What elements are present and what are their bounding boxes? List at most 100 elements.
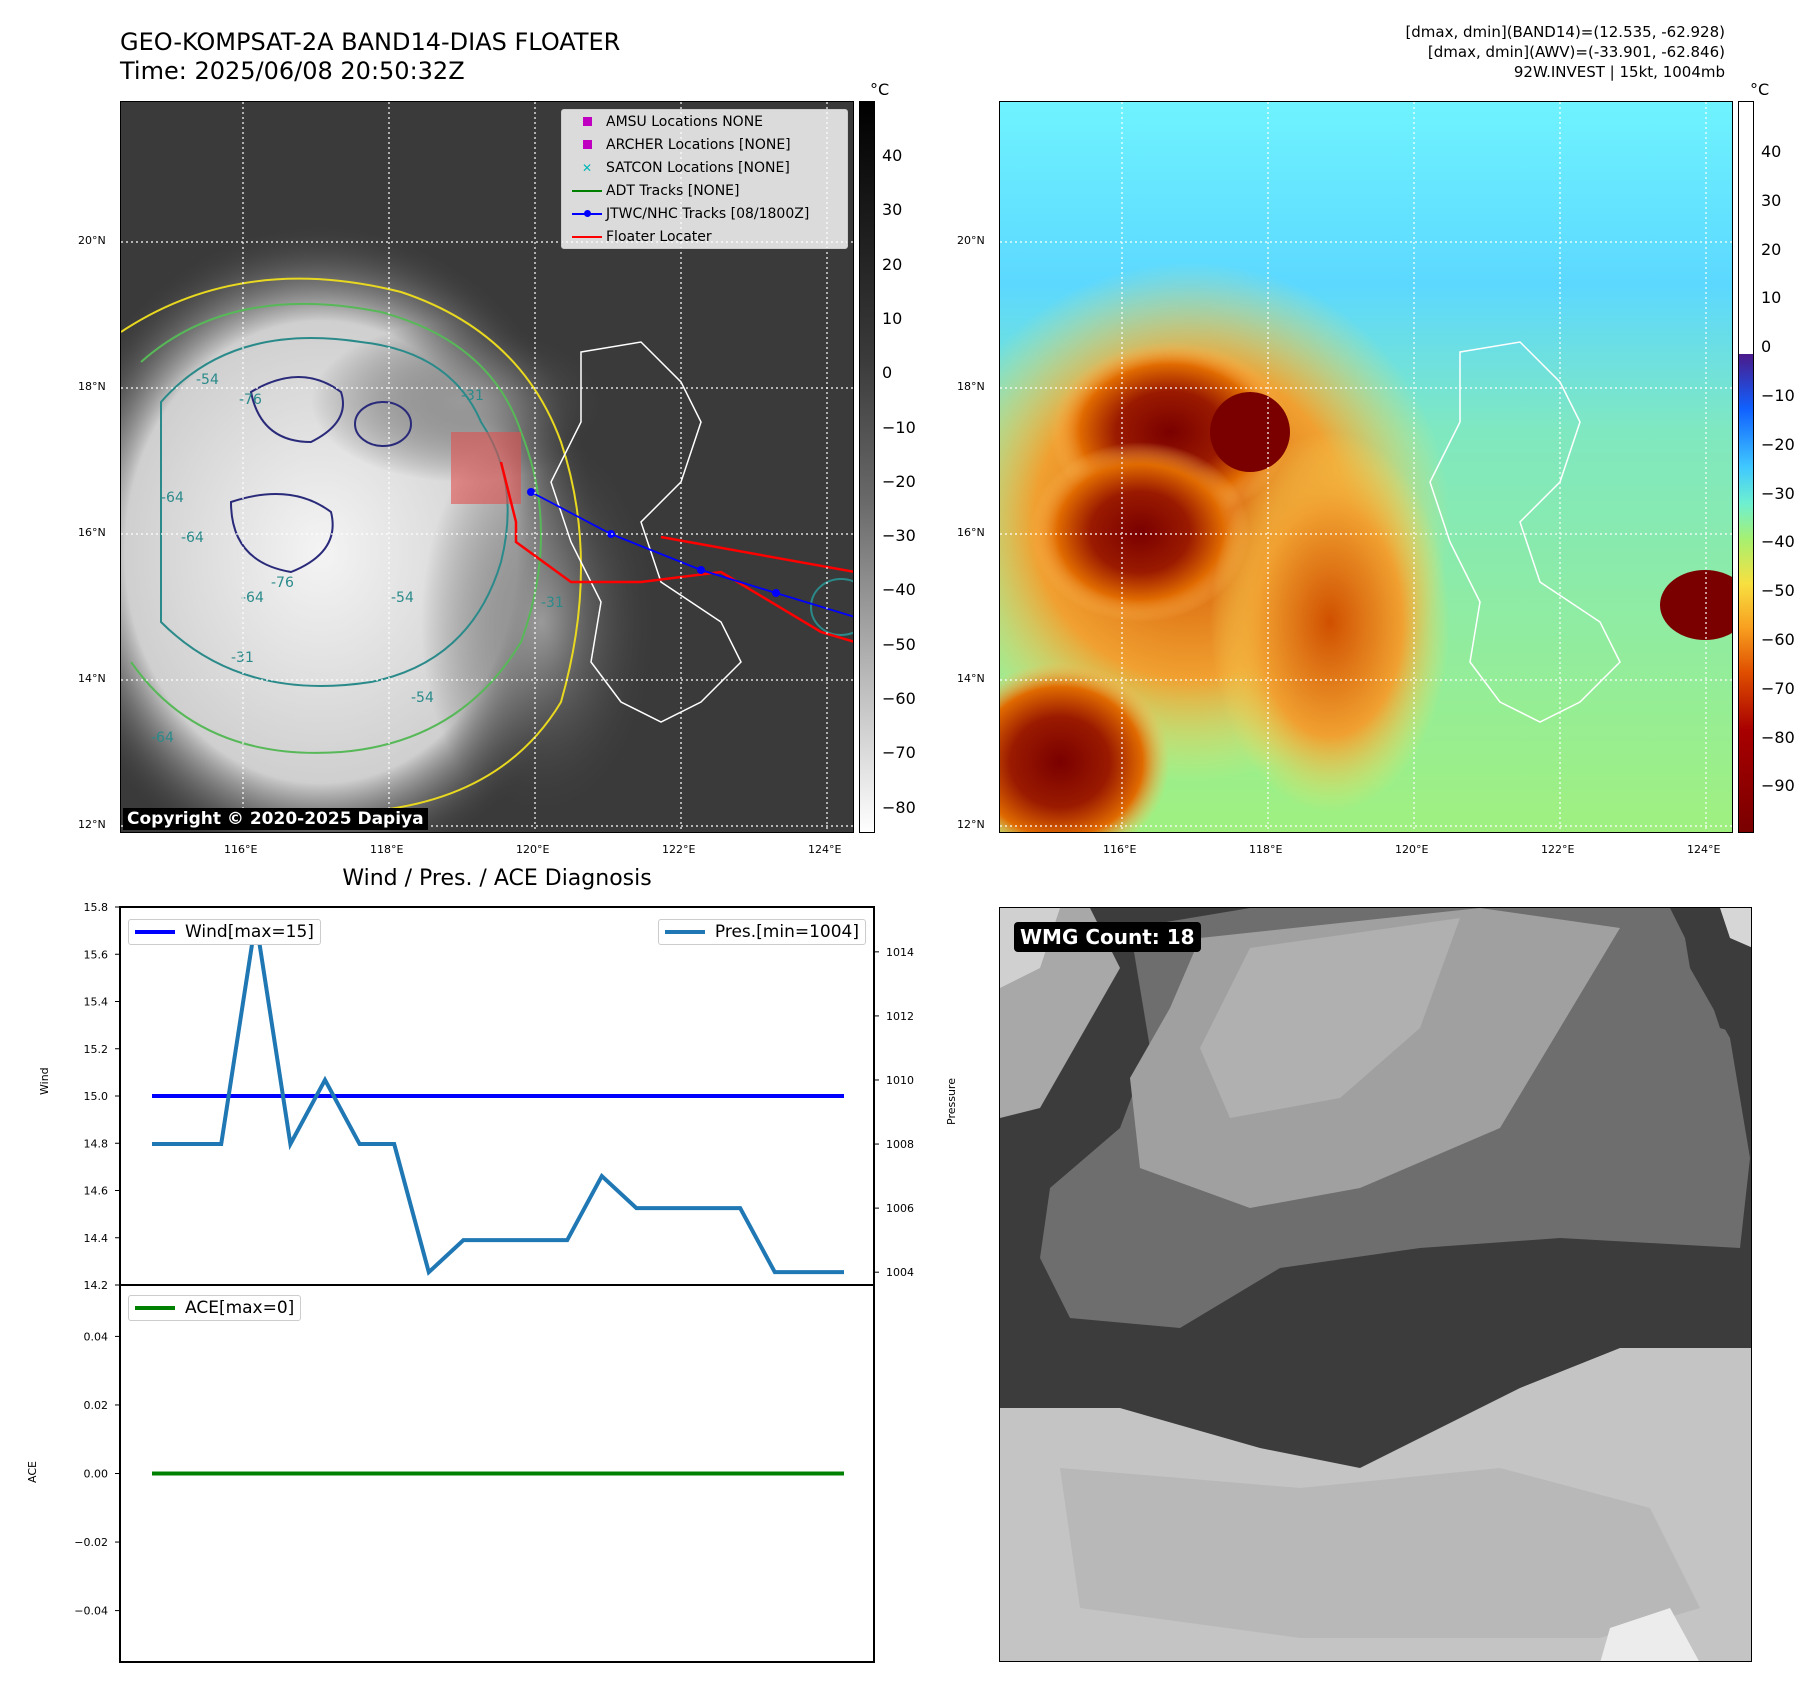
colorbar-tick-label: −60 <box>882 689 916 708</box>
line-marker-icon <box>572 189 602 192</box>
copyright: Copyright © 2020-2025 Dapiya <box>123 808 428 830</box>
lat-label: 12°N <box>78 818 106 831</box>
lon-label: 120°E <box>1395 843 1429 856</box>
contour-label: -31 <box>461 388 484 404</box>
colorbar-tick-label: 10 <box>1761 288 1782 308</box>
info-awv: [dmax, dmin](AWV)=(-33.901, -62.846) <box>1427 43 1725 61</box>
lat-label: 20°N <box>78 234 106 247</box>
ace-ytick-label: −0.04 <box>74 1605 108 1618</box>
lat-label: 18°N <box>957 380 985 393</box>
lon-label: 116°E <box>1103 843 1137 856</box>
ace-ytick-label: 0.02 <box>84 1399 109 1412</box>
contour-label: -76 <box>271 575 294 591</box>
lon-label: 124°E <box>808 843 842 856</box>
lat-label: 14°N <box>957 672 985 685</box>
pressure-ytick-label: 1010 <box>886 1074 914 1087</box>
ace-ytick-label: 0.04 <box>84 1330 109 1343</box>
colorbar-tick-label: −20 <box>882 471 916 491</box>
pressure-ytick-label: 1008 <box>886 1138 914 1151</box>
pressure-ytick-label: 1012 <box>886 1010 914 1023</box>
lon-label: 124°E <box>1687 843 1721 856</box>
colorbar-tick-label: −10 <box>882 417 916 437</box>
colorbar-tick-label: −50 <box>882 634 916 654</box>
legend-satcon: ✕ SATCON Locations [NONE] <box>562 156 847 179</box>
wmg-count-badge: WMG Count: 18 <box>1014 922 1201 952</box>
awv-image-panel <box>999 101 1733 833</box>
lon-label: 116°E <box>224 843 258 856</box>
colorbar-tick-label: 0 <box>882 363 893 383</box>
colorbar-tick-label: −30 <box>1761 483 1795 503</box>
colorbar-tick-label: −80 <box>1761 727 1795 747</box>
wind-ytick-label: 15.0 <box>84 1090 109 1103</box>
wind-legend: Wind[max=15] <box>128 919 321 945</box>
colorbar-tick-label: 40 <box>882 146 903 165</box>
contour-label: -54 <box>196 372 219 388</box>
wind-ytick-label: 15.8 <box>84 901 109 914</box>
wind-line-icon <box>135 930 175 934</box>
contour-labels: -54 -76 -64 -31 -64 -76 -54 -64 -31 -64 … <box>151 372 564 746</box>
colorbar-tick-label: −50 <box>1761 581 1795 601</box>
awv-colorbar <box>1738 101 1754 833</box>
figure-time: Time: 2025/06/08 20:50:32Z <box>120 57 465 85</box>
lon-label: 122°E <box>1541 843 1575 856</box>
lat-label: 12°N <box>957 818 985 831</box>
lon-label: 118°E <box>370 843 404 856</box>
colorbar-tick-label: 30 <box>1761 190 1782 210</box>
wind-ylabel: Wind <box>38 1067 51 1095</box>
legend-archer: ARCHER Locations [NONE] <box>562 133 847 156</box>
wind-ytick-label: 14.4 <box>84 1232 109 1245</box>
wmg-panel: WMG Count: 18 <box>999 907 1752 1662</box>
contour-label: -64 <box>151 730 174 746</box>
lat-label: 16°N <box>957 526 985 539</box>
colorbar-tick-label: −20 <box>1761 434 1795 454</box>
colorbar-tick-label: 30 <box>882 200 903 220</box>
pressure-ylabel: Pressure <box>945 1078 958 1125</box>
info-band14: [dmax, dmin](BAND14)=(12.535, -62.928) <box>1405 23 1725 41</box>
wind-ytick-label: 14.6 <box>84 1185 109 1198</box>
square-marker-icon <box>582 117 592 126</box>
wind-ytick-label: 15.6 <box>84 948 109 961</box>
wind-ytick-label: 15.2 <box>84 1043 109 1056</box>
ace-ytick-label: −0.02 <box>74 1536 108 1549</box>
figure-title: GEO-KOMPSAT-2A BAND14-DIAS FLOATER <box>120 28 621 56</box>
colorbar-tick-label: −80 <box>882 797 916 817</box>
contour-label: -31 <box>541 595 564 611</box>
ace-ytick-label: 0.00 <box>84 1468 109 1481</box>
pressure-ytick-label: 1004 <box>886 1266 914 1279</box>
pressure-ytick-label: 1014 <box>886 946 914 959</box>
square-marker-icon <box>582 140 592 149</box>
contour-label: -54 <box>411 690 434 706</box>
lon-label: 118°E <box>1249 843 1283 856</box>
pressure-series-line <box>152 919 844 1276</box>
ir-colorbar-unit: °C <box>870 80 890 99</box>
lat-label: 20°N <box>957 234 985 247</box>
contour-label: -64 <box>161 490 184 506</box>
diagnosis-title: Wind / Pres. / ACE Diagnosis <box>342 866 652 891</box>
ace-legend: ACE[max=0] <box>128 1295 302 1321</box>
colorbar-tick-label: −40 <box>882 580 916 600</box>
pressure-legend: Pres.[min=1004] <box>657 919 866 945</box>
colorbar-tick-label: 20 <box>882 254 903 274</box>
ir-image-panel: -54 -76 -64 -31 -64 -76 -54 -64 -31 -64 … <box>120 101 854 833</box>
colorbar-tick-label: −70 <box>1761 678 1795 698</box>
lat-label: 14°N <box>78 672 106 685</box>
lon-label: 122°E <box>662 843 696 856</box>
wind-ytick-label: 14.8 <box>84 1137 109 1150</box>
colorbar-tick-label: 10 <box>882 308 903 328</box>
pressure-line-icon <box>664 930 705 934</box>
contour-label: -76 <box>239 392 262 408</box>
contour-label: -64 <box>241 590 264 606</box>
contour-label: -64 <box>181 530 204 546</box>
legend-amsu: AMSU Locations NONE <box>562 110 847 133</box>
colorbar-tick-label: 40 <box>1761 142 1782 161</box>
lon-label: 120°E <box>516 843 550 856</box>
info-storm: 92W.INVEST | 15kt, 1004mb <box>1513 63 1725 81</box>
ace-ylabel: ACE <box>26 1461 39 1483</box>
line-marker-icon <box>572 235 602 238</box>
colorbar-tick-label: −90 <box>1761 776 1795 796</box>
contour-label: -54 <box>391 590 414 606</box>
awv-colorbar-unit: °C <box>1750 80 1770 99</box>
pressure-ytick-label: 1006 <box>886 1202 914 1215</box>
colorbar-tick-label: 20 <box>1761 239 1782 259</box>
lat-label: 18°N <box>78 380 106 393</box>
